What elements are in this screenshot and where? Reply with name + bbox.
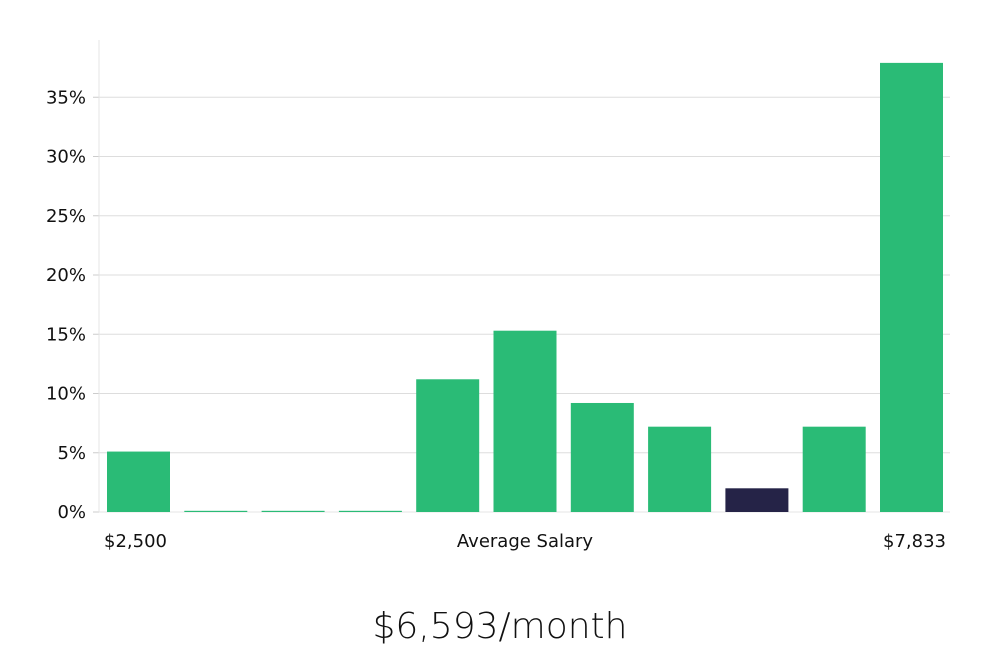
bar [184,510,248,512]
y-tick-label: 5% [57,443,86,464]
bar [261,510,325,512]
y-tick-labels: 0% 5% 10% 15% 20% 25% 30% 35% [46,87,86,523]
y-tick-label: 10% [46,384,86,405]
bar [880,62,943,512]
bar [107,451,170,512]
x-max-label: $7,833 [883,531,946,552]
bar-highlighted [725,488,789,512]
bar [416,379,480,512]
x-axis-title: Average Salary [457,531,594,552]
x-min-label: $2,500 [104,531,167,552]
bar [570,402,634,512]
y-tick-label: 30% [46,147,86,168]
bars [107,62,943,512]
bar [802,426,866,512]
y-tick-label: 15% [46,324,86,345]
y-tick-label: 35% [46,87,86,108]
y-tick-label: 25% [46,206,86,227]
y-tick-label: 20% [46,265,86,286]
average-salary-headline: $6,593/month [372,606,628,647]
bar [338,510,402,512]
salary-histogram: 0% 5% 10% 15% 20% 25% 30% 35% $2,500 Average Sa… [46,40,950,552]
bar [493,330,557,512]
y-tick-label: 0% [57,502,86,523]
bar [648,426,712,512]
